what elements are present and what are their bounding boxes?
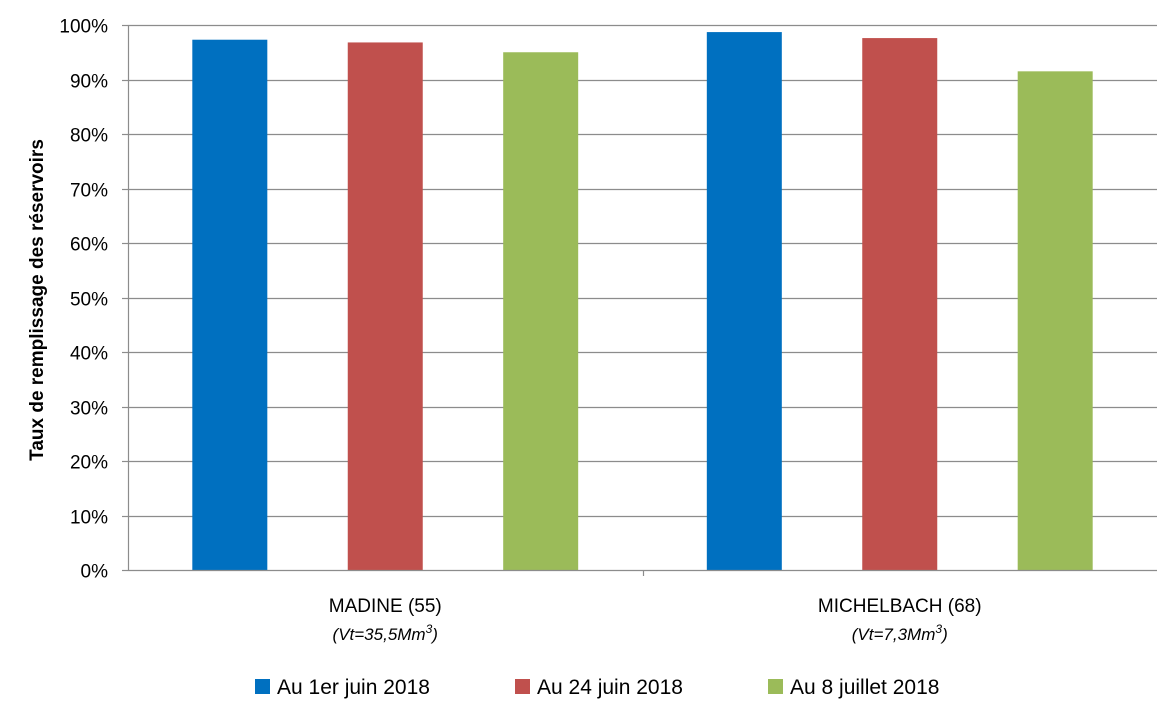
y-tick-label: 60% (70, 235, 108, 256)
y-tick-label: 30% (70, 399, 108, 420)
y-tick-label: 80% (70, 126, 108, 147)
y-tick-label: 0% (81, 562, 109, 583)
x-category-sublabel: (Vt=35,5Mm3) (333, 622, 438, 644)
y-tick-label: 90% (70, 72, 108, 93)
x-category-label: MICHELBACH (68) (818, 596, 982, 617)
y-axis-label: Taux de remplissage des réservoirs (27, 139, 48, 461)
bar-2-1 (347, 42, 423, 570)
legend-swatch (515, 679, 530, 694)
legend-label: Au 1er juin 2018 (277, 676, 430, 699)
bar-1-1 (192, 39, 268, 570)
y-tick-label: 100% (59, 17, 108, 38)
gridlines (128, 24, 1157, 518)
x-category-sublabel: (Vt=7,3Mm3) (852, 622, 948, 644)
bar-3-1 (503, 52, 579, 570)
bar-1-2 (706, 32, 782, 570)
axes: 0% 10% 20% 30% 40% 50% 60% 70% 80% 90% 100% MADINE … (59, 17, 1157, 644)
legend-swatch (768, 679, 783, 694)
y-tick-label: 70% (70, 181, 108, 202)
legend-label: Au 8 juillet 2018 (790, 676, 939, 699)
legend: Au 1er juin 2018 Au 24 juin 2018 Au 8 juil… (255, 676, 939, 699)
bars (192, 32, 1093, 570)
y-tick-label: 20% (70, 453, 108, 474)
bar-3-2 (1017, 71, 1093, 570)
y-tick-label: 50% (70, 290, 108, 311)
x-category-label: MADINE (55) (329, 596, 442, 617)
y-tick-label: 10% (70, 508, 108, 529)
y-tick-label: 40% (70, 344, 108, 365)
bar-2-2 (862, 38, 938, 570)
legend-label: Au 24 juin 2018 (537, 676, 683, 699)
legend-swatch (255, 679, 270, 694)
